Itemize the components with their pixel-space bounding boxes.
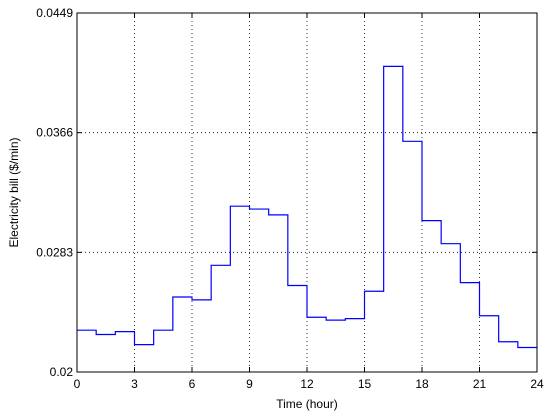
y-tick-labels: 0.02 0.0283 0.0366 0.0449 — [36, 6, 73, 379]
x-tick-labels: 0 3 6 9 12 15 18 21 24 — [74, 377, 544, 391]
y-axis-label: Electricity bill ($/min) — [7, 137, 21, 247]
tick-marks — [76, 12, 538, 373]
x-tick-label: 6 — [189, 377, 196, 391]
x-tick-label: 18 — [415, 377, 429, 391]
y-tick-label: 0.0366 — [36, 126, 73, 140]
x-tick-label: 21 — [473, 377, 487, 391]
series-line — [77, 65, 537, 349]
x-tick-label: 15 — [358, 377, 372, 391]
y-tick-label: 0.0449 — [36, 6, 73, 20]
x-tick-label: 0 — [74, 377, 81, 391]
x-axis-label: Time (hour) — [276, 397, 338, 411]
plot-area — [77, 13, 537, 372]
x-tick-label: 24 — [530, 377, 544, 391]
y-tick-label: 0.0283 — [36, 245, 73, 259]
y-tick-label: 0.02 — [50, 365, 74, 379]
grid-lines — [77, 13, 537, 372]
x-tick-label: 9 — [246, 377, 253, 391]
x-tick-label: 12 — [300, 377, 314, 391]
x-tick-label: 3 — [131, 377, 138, 391]
